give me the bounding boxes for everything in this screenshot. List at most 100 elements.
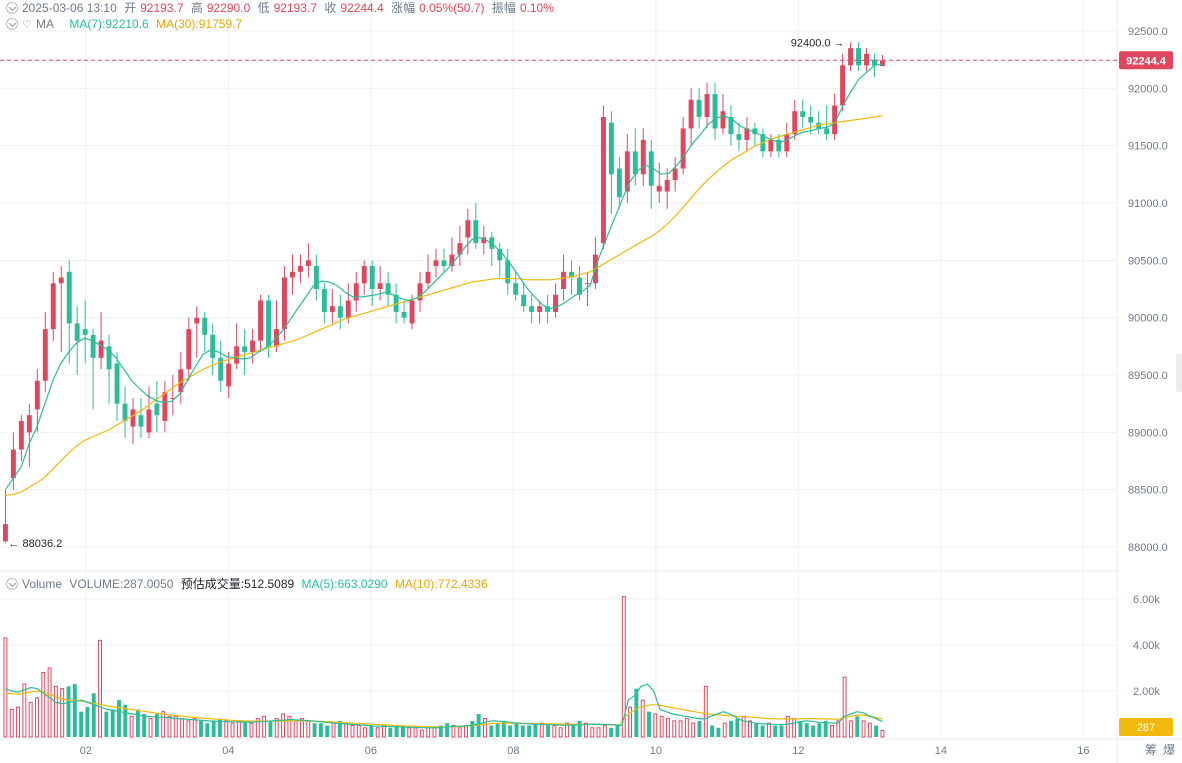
volume-bar [748,720,752,738]
panel-resize-handle[interactable] [1176,354,1182,392]
volume-bar [811,725,816,737]
volume-bar [665,718,670,738]
volume-bar [880,729,885,738]
volume-bar [394,725,399,737]
vol-ma10-value: MA(10):772.4336 [394,577,488,591]
volume-bar [546,725,551,737]
candle-body [688,99,694,129]
volume-bar [180,718,185,738]
volume-bar [426,727,431,738]
volume-bar [91,693,96,737]
volume-bar [123,704,128,737]
candle-body [234,346,240,364]
volume-collapse-toggle-icon[interactable] [6,578,18,590]
candle-body [656,185,662,192]
volume-bar [842,676,847,738]
candle-body [353,283,359,301]
current-price-tag [1119,51,1173,70]
candle-body [250,340,256,353]
candle-body [513,283,519,295]
candle-body [712,94,718,129]
volume-bar [173,715,178,738]
volume-bar [236,720,241,738]
volume-bar [691,722,696,738]
high-annotation: 92400.0 → [791,37,845,49]
candle-body [218,357,224,381]
volume-bar [741,715,746,738]
candle-body [497,248,503,261]
volume-bar [804,723,809,737]
candle-body [648,151,654,186]
candle-body [680,128,686,169]
axis-labels: 92500.0 92000.0 91500.0 91000.0 90500.0 90000… [80,26,1175,757]
volume-bar [527,725,532,737]
volume-bar [792,718,797,738]
time-axis-label: 12 [792,745,804,757]
volume-label[interactable]: Volume [22,577,63,591]
ma30-line [5,115,883,496]
candle-body [624,151,630,192]
candle-body [361,266,367,284]
candle-body [282,277,287,330]
volume-bar [375,727,380,738]
volume-bar [274,718,279,738]
candle-body [297,266,303,272]
volume-bar [489,725,494,737]
volume-bar [419,729,424,738]
liquidation-button[interactable]: 爆 [1163,743,1175,757]
volume-estimate: 预估成交量:512.5089 [180,577,295,591]
chip-distribution-button[interactable]: 筹 [1145,743,1157,757]
candle-body [864,53,869,66]
candle-body [616,168,622,198]
bell-icon[interactable]: ♡ [22,19,32,31]
candle-body [98,340,104,358]
open-value: 92193.7 [140,1,184,15]
change-value: 0.05%(50.7) [419,1,485,15]
volume-bar [104,711,109,737]
candle-body [369,266,375,289]
volume-bar [754,723,759,737]
candle-body [50,283,56,330]
volume-indicator-row: Volume VOLUME:287.0050 预估成交量:512.5089 MA… [0,576,492,592]
candle-body [545,306,551,312]
ma-label[interactable]: MA [36,17,54,31]
candle-body [736,134,742,140]
price-axis-label: 92500.0 [1128,26,1168,38]
candle-body [289,271,295,278]
candle-body [481,237,487,244]
volume-bar [224,720,229,738]
candle-body [704,94,710,117]
volume-bar [558,727,563,738]
volume-bar [230,722,235,738]
time-axis-label: 08 [507,745,519,757]
volume-bar [167,715,172,738]
volume-bar [135,709,140,737]
volume-bar [697,720,702,737]
ohlc-header: 2025-03-06 13:10 开 92193.7 高 92290.0 低 9219… [0,0,558,16]
volume-bar [325,725,330,737]
candle-body [696,99,702,117]
candle-body [26,415,32,433]
volume-bar [262,715,267,738]
volume-bars [3,596,885,738]
candle-body [584,283,590,285]
volume-bar [647,711,651,737]
candle-body [840,65,846,106]
volume-bar [874,725,879,737]
ma-collapse-toggle-icon[interactable] [6,18,18,30]
price-axis-label: 88000.0 [1128,542,1168,554]
time-axis-label: 06 [365,745,377,757]
volume-bar [848,720,853,738]
volume-bar [16,706,21,738]
volume-bar [501,720,506,737]
candle-body [74,323,80,341]
candle-body [186,329,192,370]
volume-bar [552,724,557,738]
collapse-toggle-icon[interactable] [6,2,18,14]
candle-body [600,116,606,244]
price-axis-label: 91000.0 [1128,198,1168,210]
candle-body [640,139,646,175]
candle-body [569,271,574,278]
